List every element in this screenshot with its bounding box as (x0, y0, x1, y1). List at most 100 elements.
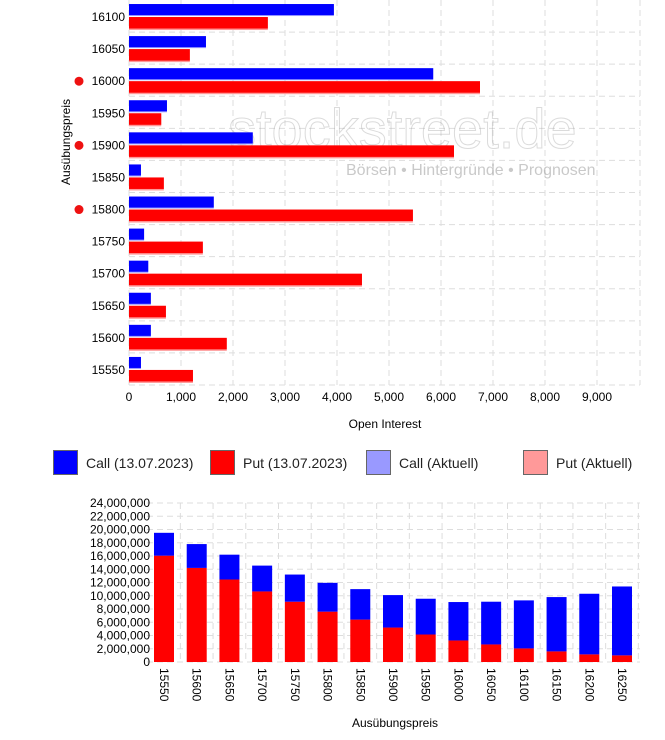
y-tick-label: 15800 (92, 203, 126, 217)
put-volume-bar (350, 619, 371, 662)
x-tick-label: 16050 (484, 668, 498, 702)
call-bar (129, 164, 141, 176)
y-tick-label: 10,000,000 (90, 589, 150, 603)
x-tick-label: 8,000 (530, 390, 560, 404)
put-bar (129, 369, 193, 382)
x-tick-label: 16150 (550, 668, 564, 702)
call-volume-bar (448, 602, 469, 641)
call-volume-bar (317, 582, 338, 612)
marker-dot (74, 76, 84, 86)
y-tick-label: 20,000,000 (90, 523, 150, 537)
y-tick-label: 2,000,000 (97, 642, 151, 656)
legend-item[interactable]: Call (13.07.2023) (53, 450, 193, 475)
x-tick-label: 15550 (157, 668, 171, 702)
x-tick-label: 16000 (451, 668, 465, 702)
put-volume-bar (219, 579, 240, 662)
put-volume-bar (481, 644, 502, 662)
x-tick-label: 4,000 (322, 390, 352, 404)
put-volume-bar (186, 567, 207, 662)
x-tick-label: 15850 (353, 668, 367, 702)
legend-item[interactable]: Call (Aktuell) (366, 450, 478, 475)
call-volume-bar (481, 601, 502, 645)
y-tick-label: 0 (143, 655, 150, 669)
x-axis-title: Ausübungspreis (352, 716, 438, 730)
put-volume-bar (415, 634, 436, 662)
x-tick-label: 0 (126, 390, 133, 404)
watermark-tagline: Börsen • Hintergründe • Prognosen (346, 162, 596, 179)
x-tick-label: 5,000 (374, 390, 404, 404)
call-volume-bar (350, 589, 371, 620)
x-tick-label: 15650 (222, 668, 236, 702)
y-tick-label: 16000 (92, 74, 126, 88)
call-volume-bar (252, 565, 273, 592)
y-tick-label: 15600 (92, 331, 126, 345)
x-tick-label: 9,000 (582, 390, 612, 404)
x-tick-label: 15750 (288, 668, 302, 702)
call-bar (129, 228, 145, 240)
call-bar (129, 260, 149, 272)
y-tick-label: 8,000,000 (97, 602, 151, 616)
put-volume-bar (252, 591, 273, 662)
call-bar (129, 4, 334, 16)
call-volume-bar (284, 574, 305, 602)
x-tick-label: 15700 (255, 668, 269, 702)
legend-label: Call (13.07.2023) (86, 454, 194, 471)
call-volume-bar (612, 586, 632, 656)
y-tick-label: 16050 (92, 42, 126, 56)
put-bar (129, 273, 362, 286)
put-bar (129, 337, 227, 350)
x-axis-title: Open Interest (349, 417, 422, 431)
put-bar (129, 81, 480, 93)
y-tick-label: 15750 (92, 235, 126, 249)
legend-label: Call (Aktuell) (399, 454, 479, 471)
x-tick-label: 16250 (615, 668, 629, 702)
x-tick-label: 1,000 (166, 390, 196, 404)
put-bar (129, 113, 162, 125)
call-bar (129, 100, 167, 112)
y-tick-label: 15950 (92, 106, 126, 120)
y-tick-label: 6,000,000 (97, 615, 151, 629)
y-tick-label: 15900 (92, 138, 126, 152)
marker-dot (74, 205, 84, 215)
y-tick-label: 4,000,000 (97, 629, 151, 643)
x-tick-label: 15950 (419, 668, 433, 702)
call-volume-bar (219, 554, 240, 580)
call-bar (129, 132, 253, 144)
put-bar (129, 305, 166, 318)
x-tick-label: 15800 (321, 668, 335, 702)
y-tick-label: 15650 (92, 299, 126, 313)
legend-item[interactable]: Put (13.07.2023) (210, 450, 347, 475)
y-tick-label: 15700 (92, 267, 126, 281)
put-volume-bar (383, 627, 403, 662)
put-bar (129, 241, 203, 254)
marker-dot (74, 140, 84, 150)
call-volume-bar (186, 544, 207, 568)
legend-swatch (366, 450, 391, 475)
put-bar (129, 145, 454, 157)
put-volume-bar (284, 601, 305, 662)
put-volume-bar (513, 648, 534, 662)
call-bar (129, 36, 206, 48)
x-tick-label: 3,000 (270, 390, 300, 404)
call-volume-bar (546, 597, 567, 652)
call-bar (129, 196, 214, 208)
legend-label: Put (13.07.2023) (243, 454, 348, 471)
call-bar (129, 292, 151, 304)
call-volume-bar (415, 598, 436, 635)
call-bar (129, 324, 151, 336)
y-tick-label: 15850 (92, 170, 126, 184)
put-volume-bar (546, 651, 567, 662)
call-bar (129, 68, 434, 80)
legend-item[interactable]: Put (Aktuell) (523, 450, 632, 475)
put-bar (129, 209, 413, 222)
y-tick-label: 15550 (92, 363, 126, 377)
y-tick-label: 24,000,000 (90, 496, 150, 510)
put-volume-bar (579, 654, 600, 662)
call-volume-bar (579, 593, 600, 655)
x-tick-label: 2,000 (218, 390, 248, 404)
legend-swatch (523, 450, 548, 475)
put-volume-bar (154, 555, 174, 662)
y-tick-label: 16,000,000 (90, 549, 150, 563)
